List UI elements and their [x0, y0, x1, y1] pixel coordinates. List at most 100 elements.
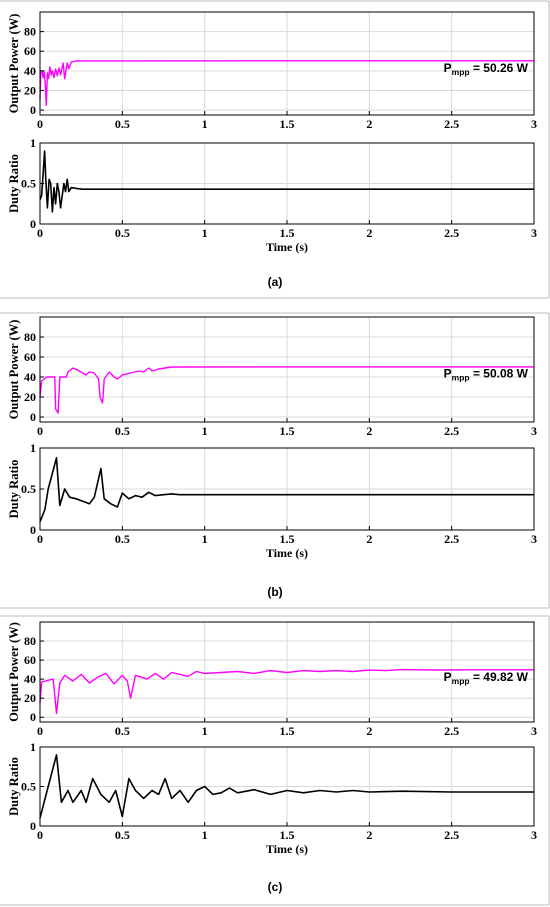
y-tick-label: 80 [24, 634, 36, 648]
x-tick-label: 1.5 [280, 226, 295, 240]
x-axis-label: Time (s) [266, 240, 308, 254]
x-tick-label: 3 [531, 424, 537, 438]
power-series-line [39, 668, 534, 715]
panel-caption: (c) [268, 880, 283, 894]
y-tick-label: 0 [30, 819, 36, 833]
x-tick-label: 3 [531, 226, 537, 240]
pmpp-value: = 50.08 W [470, 367, 529, 381]
pmpp-base: P [444, 61, 452, 75]
y-tick-label: 80 [24, 25, 36, 39]
pmpp-base: P [444, 367, 452, 381]
x-tick-label: 1.5 [280, 424, 295, 438]
x-tick-label: 1.5 [280, 828, 295, 842]
panel-caption: (b) [267, 585, 282, 599]
x-tick-label: 3 [531, 724, 537, 738]
pmpp-base: P [444, 670, 452, 684]
panel-c [0, 615, 550, 906]
pmpp-annotation: Pmpp = 50.26 W [444, 61, 529, 77]
duty-series-line [39, 457, 534, 523]
panel-caption: (a) [268, 275, 283, 289]
x-axis-label: Time (s) [266, 842, 308, 856]
x-tick-label: 1 [202, 724, 208, 738]
y-tick-label: 60 [24, 350, 36, 364]
x-tick-label: 0.5 [115, 117, 130, 131]
pmpp-value: = 49.82 W [470, 670, 529, 684]
x-tick-label: 0 [37, 828, 43, 842]
x-tick-label: 1 [202, 828, 208, 842]
power-y-axis-label: Output Power (W) [7, 622, 21, 722]
x-axis-label: Time (s) [266, 546, 308, 560]
panel-a [0, 0, 550, 299]
y-tick-label: 1 [30, 441, 36, 455]
pmpp-subscript: mpp [452, 676, 470, 686]
y-tick-label: 20 [24, 83, 36, 97]
x-tick-label: 0 [37, 226, 43, 240]
x-tick-label: 1 [202, 226, 208, 240]
y-tick-label: 1 [30, 136, 36, 150]
x-tick-label: 2 [366, 532, 372, 546]
x-tick-label: 2.5 [444, 424, 459, 438]
duty-plot: 0 0.5 1 1.5 2 2.5 3 0 0.5 1 Duty Ratio Time (s) [7, 740, 537, 856]
x-tick-label: 3 [531, 828, 537, 842]
pmpp-annotation: Pmpp = 50.08 W [444, 367, 529, 383]
x-tick-label: 3 [531, 532, 537, 546]
x-tick-label: 1.5 [280, 532, 295, 546]
x-tick-label: 0.5 [115, 828, 130, 842]
y-tick-label: 60 [24, 653, 36, 667]
x-tick-label: 3 [531, 117, 537, 131]
x-tick-label: 2 [366, 117, 372, 131]
duty-y-axis-label: Duty Ratio [7, 154, 21, 213]
y-tick-label: 40 [24, 370, 36, 384]
y-tick-label: 0.5 [21, 780, 36, 794]
y-tick-label: 0 [30, 217, 36, 231]
x-tick-label: 0.5 [115, 424, 130, 438]
x-tick-label: 2 [366, 828, 372, 842]
x-tick-label: 2 [366, 724, 372, 738]
y-tick-label: 20 [24, 390, 36, 404]
pmpp-subscript: mpp [452, 67, 470, 77]
x-tick-label: 0 [37, 724, 43, 738]
y-tick-label: 20 [24, 691, 36, 705]
y-tick-label: 0.5 [21, 177, 36, 191]
y-tick-label: 40 [24, 672, 36, 686]
pmpp-annotation: Pmpp = 49.82 W [444, 670, 529, 686]
x-tick-label: 2.5 [444, 226, 459, 240]
x-tick-label: 0 [37, 424, 43, 438]
x-tick-label: 1 [202, 424, 208, 438]
y-tick-label: 0 [30, 523, 36, 537]
duty-plot: 0 0.5 1 1.5 2 2.5 3 0 0.5 1 Duty Ratio Time (s) [7, 441, 537, 560]
x-tick-label: 2.5 [444, 117, 459, 131]
x-tick-label: 2 [366, 226, 372, 240]
pmpp-value: = 50.26 W [470, 61, 529, 75]
x-tick-label: 0.5 [115, 532, 130, 546]
y-tick-label: 1 [30, 740, 36, 754]
x-tick-label: 0 [37, 117, 43, 131]
x-tick-label: 0.5 [115, 724, 130, 738]
duty-series-line [39, 754, 534, 819]
y-tick-label: 0.5 [21, 482, 36, 496]
y-tick-label: 0 [30, 410, 36, 424]
x-tick-label: 1.5 [280, 724, 295, 738]
pmpp-subscript: mpp [452, 373, 470, 383]
power-y-axis-label: Output Power (W) [7, 320, 21, 420]
power-series-line [39, 366, 535, 414]
x-tick-label: 2.5 [444, 828, 459, 842]
y-tick-label: 40 [24, 64, 36, 78]
duty-series-line [39, 150, 534, 213]
power-y-axis-label: Output Power (W) [7, 14, 21, 114]
x-tick-label: 2.5 [444, 532, 459, 546]
duty-plot: 0 0.5 1 1.5 2 2.5 3 0 0.5 1 Duty Ratio Time (s) [7, 136, 537, 254]
x-tick-label: 0 [37, 532, 43, 546]
power-series-line [39, 60, 535, 106]
duty-y-axis-label: Duty Ratio [7, 460, 21, 519]
x-tick-label: 1 [202, 117, 208, 131]
x-tick-label: 0.5 [115, 226, 130, 240]
y-tick-label: 60 [24, 44, 36, 58]
panel-b [0, 312, 550, 609]
x-tick-label: 2 [366, 424, 372, 438]
